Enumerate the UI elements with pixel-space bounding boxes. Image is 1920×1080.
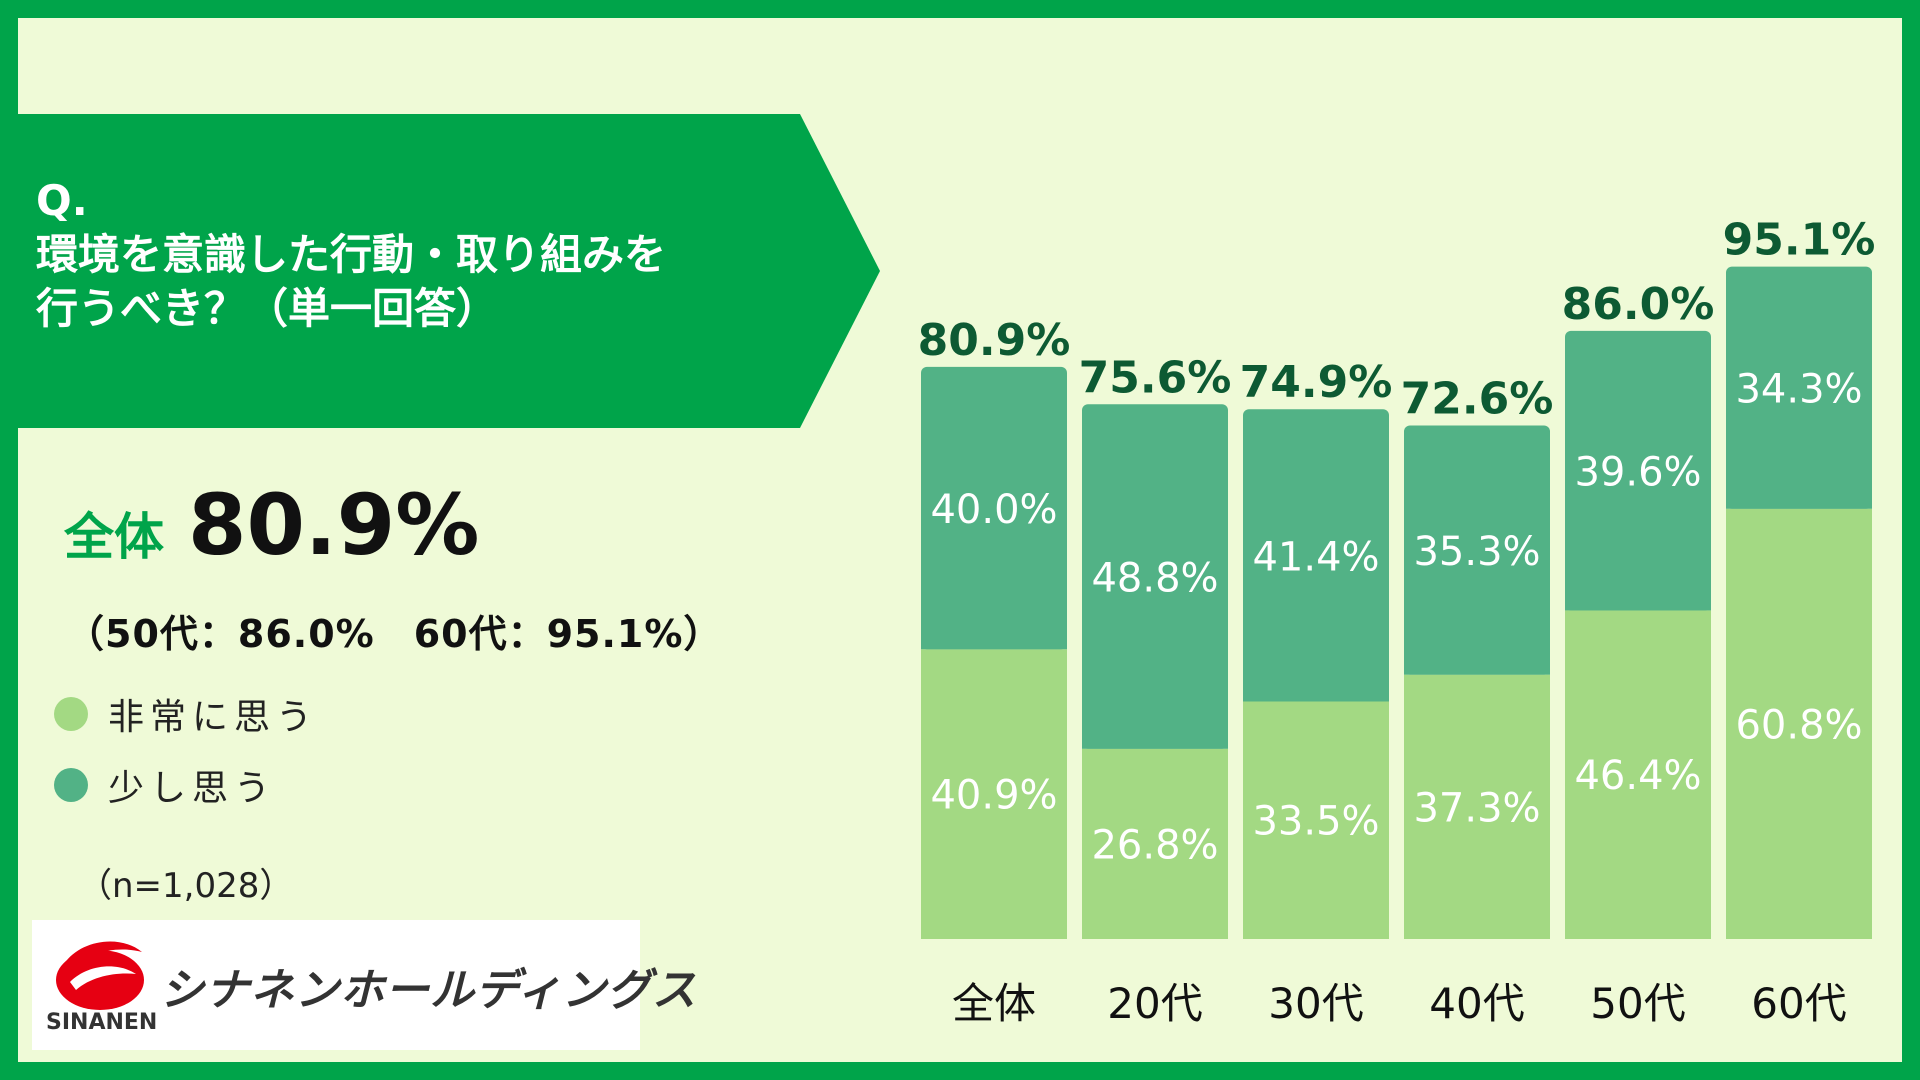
logo-name: シナネンホールディングス	[160, 965, 697, 1016]
bar-segment-somewhat-3	[1404, 425, 1550, 675]
bar-segment-joint-0	[921, 641, 1067, 650]
logo-sub: SINANEN	[46, 1010, 158, 1035]
legend-item-strongly: 非常に思う	[54, 688, 318, 740]
company-logo: シナネンホールディングス SINANEN	[32, 920, 696, 1050]
bar-segment-somewhat-1	[1082, 404, 1228, 749]
category-label-5: 60代	[1751, 979, 1846, 1028]
legend-swatch-strongly	[54, 697, 88, 731]
bar-segment-somewhat-2	[1243, 409, 1389, 702]
stacked-bar-chart: 40.9% 40.0% 80.9% 全体 26.8% 48.8% 75.6% 20代 33.5%…	[918, 215, 1876, 1028]
summary: 全体 80.9%	[64, 476, 479, 574]
total-label-3: 72.6%	[1401, 373, 1554, 424]
question-prefix: Q.	[36, 176, 88, 225]
segment-label-somewhat-3: 35.3%	[1413, 529, 1540, 575]
category-label-4: 50代	[1590, 979, 1685, 1028]
bar-segment-somewhat-5	[1726, 266, 1872, 509]
bar-segment-strongly-2	[1243, 701, 1389, 939]
total-label-2: 74.9%	[1240, 357, 1393, 408]
total-label-0: 80.9%	[918, 315, 1071, 366]
legend-label-somewhat: 少し思う	[108, 768, 277, 809]
segment-label-somewhat-4: 39.6%	[1574, 450, 1701, 496]
segment-label-strongly-0: 40.9%	[930, 773, 1057, 819]
summary-value: 80.9%	[188, 476, 480, 574]
logo-mark-icon	[56, 941, 144, 1010]
bar-segment-strongly-5	[1726, 508, 1872, 939]
bar-segment-joint-5	[1726, 500, 1872, 509]
segment-label-strongly-1: 26.8%	[1091, 822, 1218, 868]
bar-segment-joint-4	[1565, 602, 1711, 611]
bar-segment-joint-3	[1404, 666, 1550, 675]
legend-label-strongly: 非常に思う	[108, 697, 319, 738]
category-label-3: 40代	[1429, 979, 1524, 1028]
segment-label-strongly-3: 37.3%	[1413, 785, 1540, 831]
chart-frame: Q. 環境を意識した行動・取り組みを 行うべき？（単一回答） 全体 80.9% （…	[18, 18, 1902, 1062]
bar-segment-somewhat-0	[921, 366, 1067, 650]
bar-segment-joint-2	[1243, 693, 1389, 702]
category-label-1: 20代	[1107, 979, 1202, 1028]
total-label-5: 95.1%	[1723, 215, 1876, 266]
question-line-2: 行うべき？（単一回答）	[36, 284, 499, 333]
summary-label: 全体	[64, 508, 164, 566]
total-label-1: 75.6%	[1079, 352, 1232, 403]
bar-segment-strongly-4	[1565, 610, 1711, 939]
segment-label-strongly-5: 60.8%	[1735, 702, 1862, 748]
segment-label-somewhat-1: 48.8%	[1091, 556, 1218, 602]
sample-size: （n=1,028）	[78, 866, 294, 906]
total-label-4: 86.0%	[1562, 279, 1715, 330]
bar-segment-joint-1	[1082, 740, 1228, 749]
bar-segment-strongly-1	[1082, 748, 1228, 939]
legend-swatch-somewhat	[54, 768, 88, 802]
segment-label-strongly-2: 33.5%	[1252, 799, 1379, 845]
bar-segment-somewhat-4	[1565, 330, 1711, 611]
category-label-2: 30代	[1268, 979, 1363, 1028]
category-label-0: 全体	[952, 979, 1036, 1028]
question-line-1: 環境を意識した行動・取り組みを	[36, 230, 667, 279]
bar-segment-strongly-3	[1404, 674, 1550, 939]
question-banner: Q. 環境を意識した行動・取り組みを 行うべき？（単一回答）	[18, 114, 880, 428]
segment-label-somewhat-5: 34.3%	[1735, 367, 1862, 413]
summary-sub: （50代：86.0% 60代：95.1%）	[66, 612, 723, 656]
segment-label-somewhat-0: 40.0%	[930, 487, 1057, 533]
segment-label-strongly-4: 46.4%	[1574, 753, 1701, 799]
bar-segment-strongly-0	[921, 649, 1067, 939]
segment-label-somewhat-2: 41.4%	[1252, 534, 1379, 580]
legend-item-somewhat: 少し思う	[54, 759, 276, 811]
